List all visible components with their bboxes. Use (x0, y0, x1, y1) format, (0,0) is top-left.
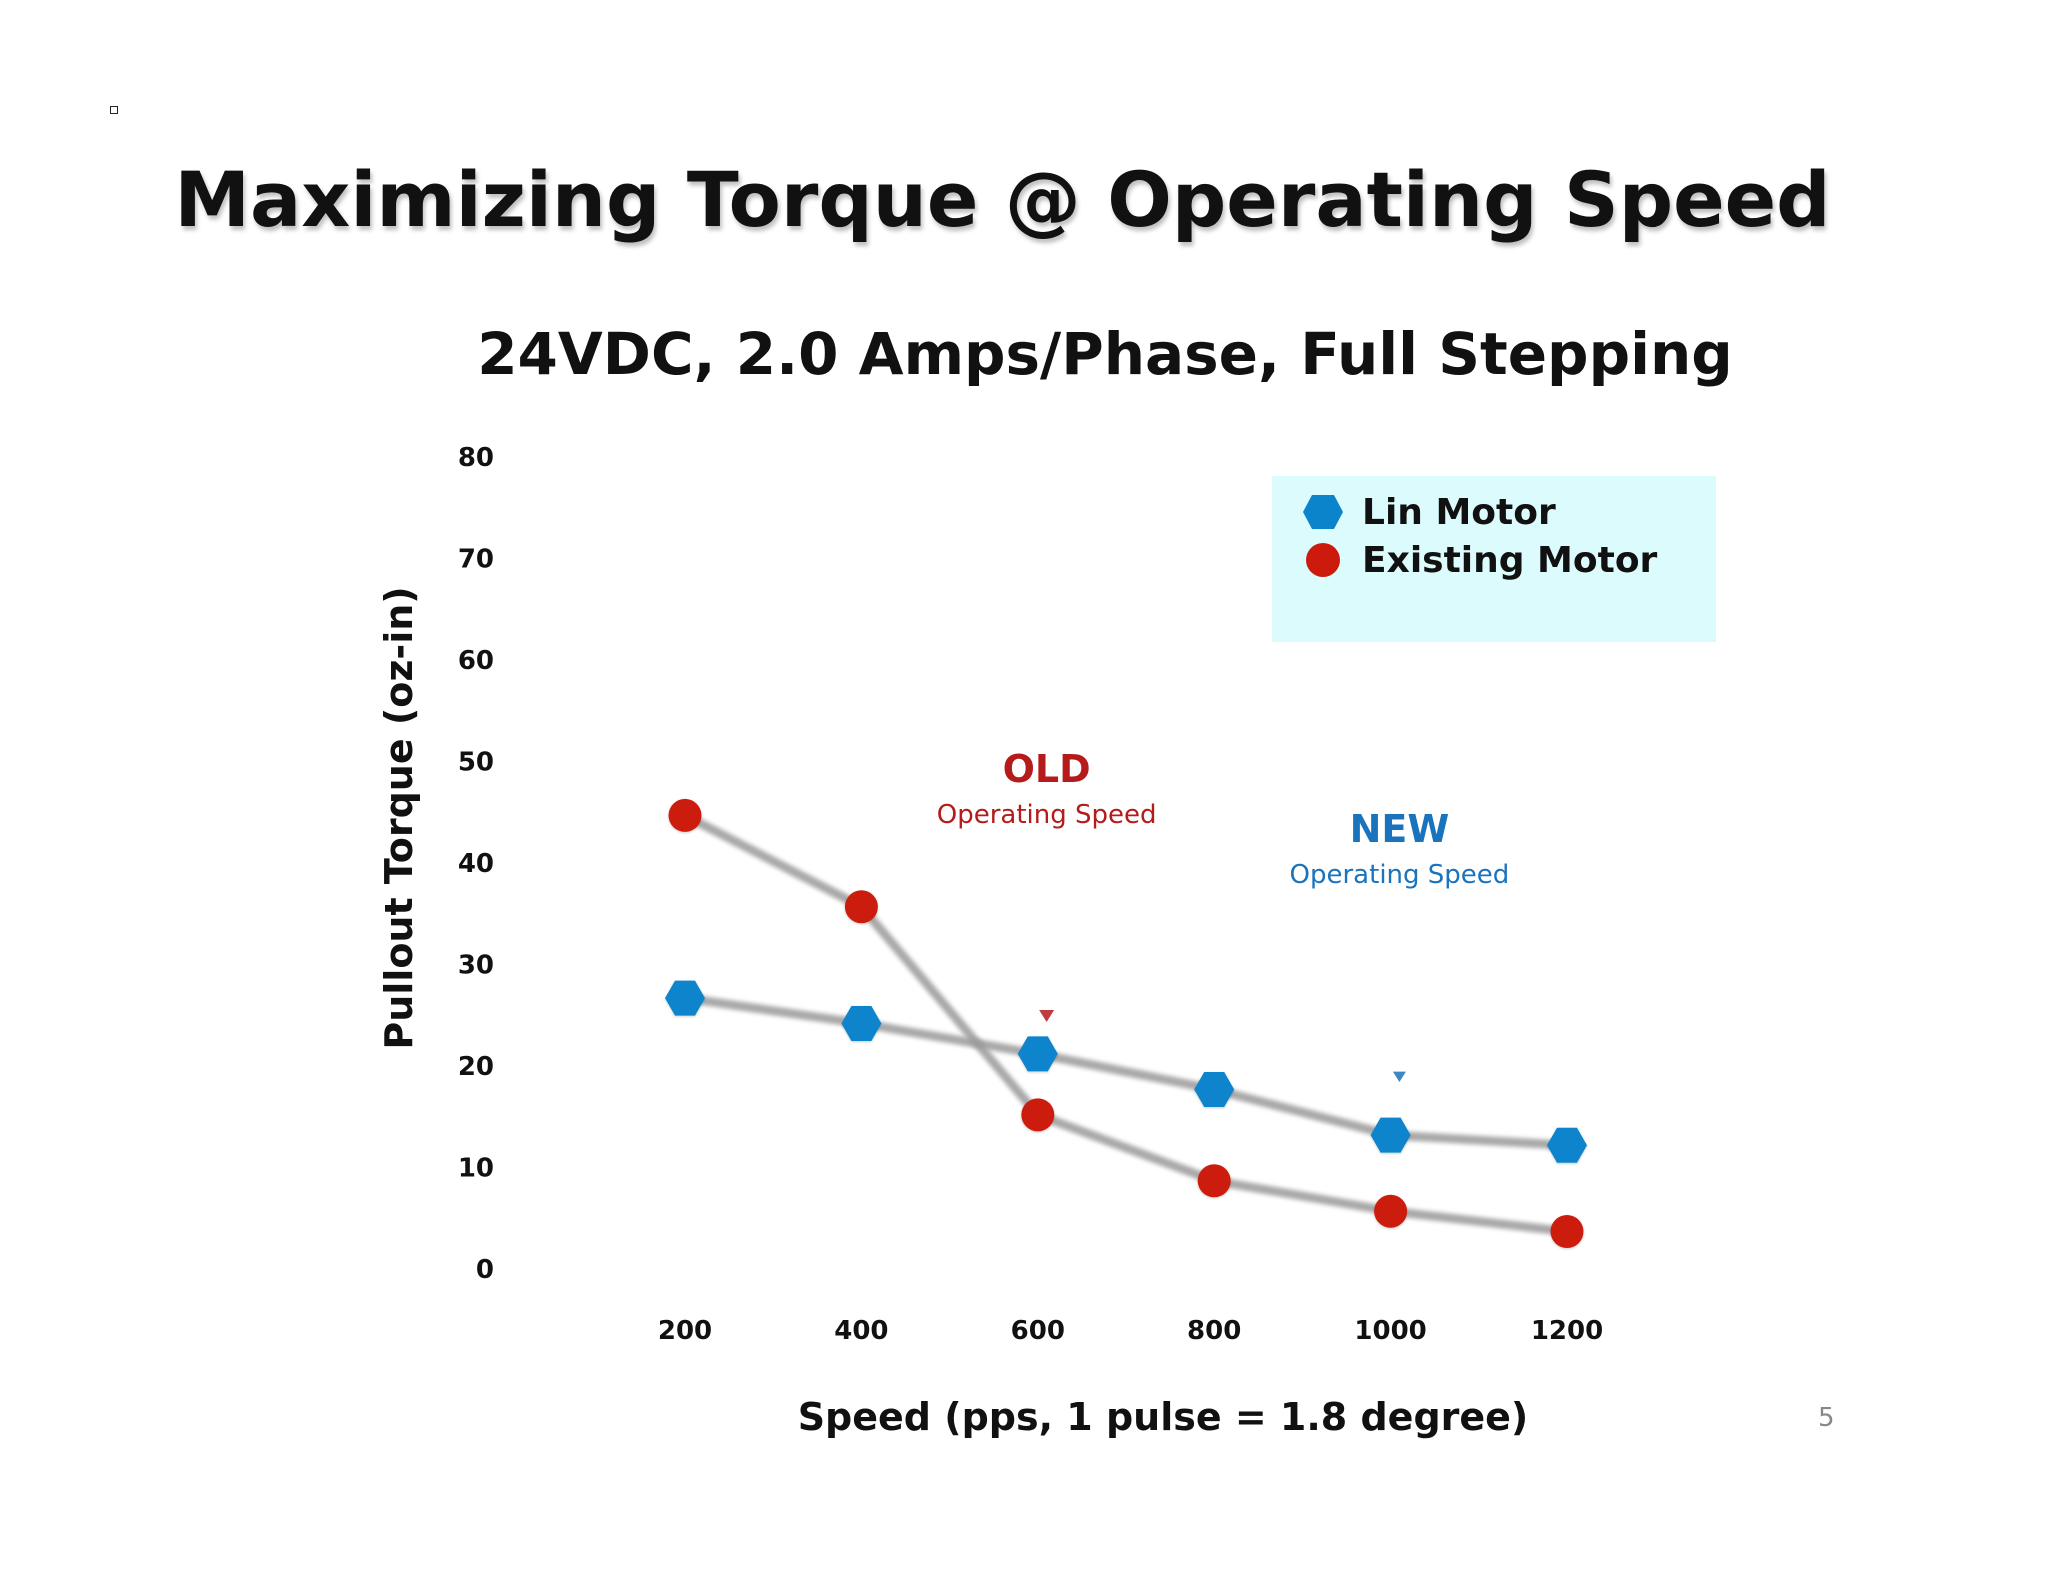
y-tick-label: 40 (458, 849, 494, 879)
y-tick-label: 70 (458, 545, 494, 575)
y-tick-label: 60 (458, 646, 494, 676)
legend-label-lin-motor: Lin Motor (1362, 491, 1556, 533)
x-tick-label: 400 (834, 1316, 888, 1346)
legend: Lin Motor Existing Motor (1272, 476, 1716, 642)
legend-item-lin-motor: Lin Motor (1302, 490, 1556, 534)
annotation-arrow-new (1392, 1071, 1406, 1082)
data-point-lin-motor (841, 1005, 882, 1041)
data-point-existing-motor (668, 798, 702, 832)
y-axis-label: Pullout Torque (oz-in) (377, 586, 421, 1049)
chart-title: 24VDC, 2.0 Amps/Phase, Full Stepping (477, 320, 1733, 388)
hexagon-icon (1303, 495, 1343, 529)
slide-title: Maximizing Torque @ Operating Speed (174, 155, 1831, 244)
page-number: 5 (1818, 1403, 1835, 1433)
x-tick-label: 1200 (1531, 1316, 1603, 1346)
annotation-title-new: NEW (1350, 807, 1450, 851)
data-point-existing-motor (1197, 1164, 1231, 1198)
annotation-title-old: OLD (1003, 747, 1091, 791)
x-tick-label: 1000 (1354, 1316, 1426, 1346)
data-point-lin-motor (1370, 1117, 1411, 1153)
x-axis-label: Speed (pps, 1 pulse = 1.8 degree) (798, 1395, 1529, 1439)
circle-icon (1306, 543, 1340, 577)
legend-item-existing-motor: Existing Motor (1302, 538, 1657, 582)
y-tick-label: 50 (458, 748, 494, 778)
data-point-existing-motor (844, 890, 878, 924)
corner-marker (110, 106, 118, 114)
series-line-existing-motor (680, 810, 1572, 1237)
y-tick-label: 0 (476, 1255, 494, 1285)
y-tick-label: 10 (458, 1154, 494, 1184)
data-point-lin-motor (665, 980, 705, 1016)
y-tick-label: 80 (458, 443, 494, 473)
annotation-text-new: Operating Speed (1290, 860, 1510, 890)
annotation-text-old: Operating Speed (937, 800, 1157, 830)
x-tick-label: 800 (1187, 1316, 1241, 1346)
legend-label-existing-motor: Existing Motor (1362, 539, 1658, 581)
series-line-lin-motor (680, 993, 1572, 1150)
data-point-lin-motor (1194, 1071, 1235, 1107)
data-point-existing-motor (1374, 1194, 1408, 1228)
data-point-lin-motor (1017, 1036, 1058, 1072)
data-point-existing-motor (1550, 1215, 1584, 1249)
y-tick-label: 30 (458, 951, 494, 981)
data-point-lin-motor (1547, 1127, 1587, 1163)
annotation-arrow-old (1039, 1010, 1055, 1022)
x-tick-label: 600 (1011, 1316, 1065, 1346)
y-tick-label: 20 (458, 1052, 494, 1082)
x-tick-label: 200 (658, 1316, 712, 1346)
data-point-existing-motor (1021, 1098, 1055, 1132)
